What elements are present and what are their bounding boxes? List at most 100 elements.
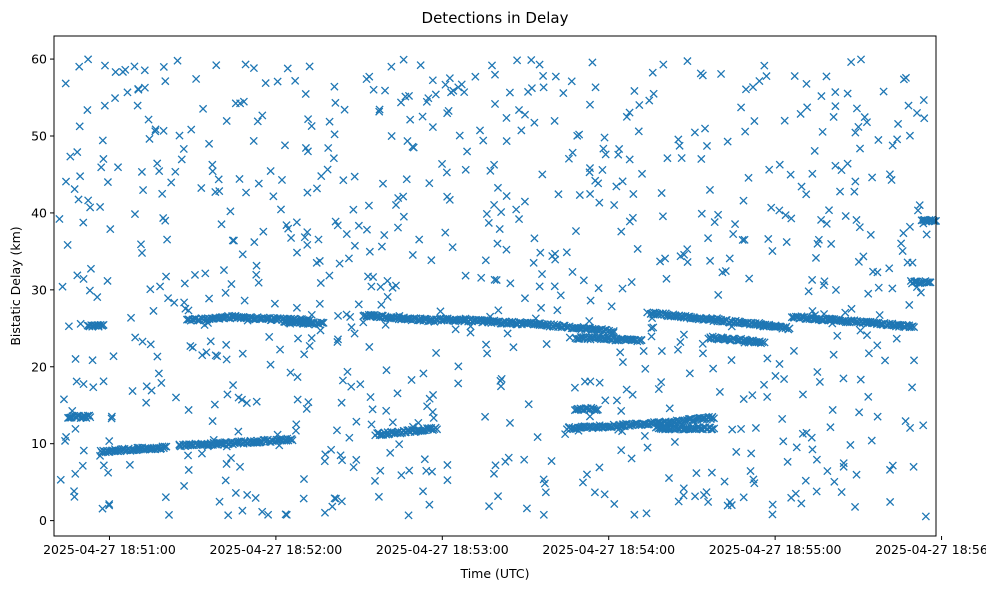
data-point: [610, 499, 619, 509]
data-point: [635, 100, 644, 110]
data-point: [550, 116, 559, 125]
data-point: [633, 244, 642, 253]
data-point: [350, 172, 359, 181]
data-point: [481, 256, 490, 265]
data-point: [782, 237, 791, 247]
data-point: [599, 144, 608, 153]
data-point: [817, 92, 826, 101]
data-point: [130, 62, 139, 71]
data-point: [391, 281, 401, 290]
data-point: [240, 296, 249, 305]
data-point: [751, 423, 760, 433]
data-point: [801, 314, 810, 324]
data-point: [187, 125, 196, 134]
data-point: [614, 150, 623, 159]
data-point: [167, 178, 176, 187]
data-point: [414, 418, 423, 427]
data-point: [144, 115, 153, 124]
data-point: [506, 279, 515, 288]
data-point: [419, 369, 428, 378]
data-point: [228, 236, 237, 245]
data-point: [775, 359, 784, 369]
data-point: [61, 79, 70, 88]
data-point: [180, 481, 189, 491]
data-point: [497, 374, 506, 383]
data-point: [709, 414, 719, 423]
data-point: [170, 298, 179, 307]
data-point: [70, 492, 79, 501]
data-point: [63, 240, 72, 249]
data-point: [698, 349, 708, 358]
data-point: [901, 417, 910, 426]
data-point: [808, 306, 817, 316]
y-tick-label: 50: [31, 129, 47, 144]
data-point: [346, 312, 355, 321]
data-point: [125, 460, 134, 469]
data-point: [489, 469, 499, 478]
data-point: [482, 209, 491, 218]
data-point: [422, 97, 431, 106]
data-point: [730, 220, 740, 229]
data-point: [520, 294, 530, 303]
data-point: [627, 454, 636, 463]
data-point: [737, 103, 746, 112]
data-point: [700, 124, 710, 133]
data-point: [221, 288, 230, 297]
data-point: [823, 466, 832, 476]
data-point: [349, 463, 358, 472]
data-point: [107, 414, 116, 423]
data-point: [593, 405, 602, 414]
data-point: [585, 168, 594, 177]
data-point: [330, 82, 339, 91]
data-point: [860, 113, 869, 122]
data-point: [537, 269, 547, 279]
data-point: [654, 385, 663, 394]
data-point: [763, 354, 772, 363]
x-tick-label: 2025-04-27 18:54:00: [542, 542, 675, 557]
data-point: [787, 214, 796, 223]
data-point: [864, 289, 873, 298]
data-point: [380, 86, 390, 95]
data-point: [739, 493, 748, 502]
data-point: [616, 348, 625, 357]
data-point: [580, 377, 590, 386]
data-point: [145, 134, 154, 143]
data-point: [641, 420, 651, 429]
data-point: [627, 278, 636, 287]
data-point: [454, 379, 463, 388]
data-point: [238, 349, 247, 358]
data-point: [151, 125, 160, 134]
data-point: [369, 85, 378, 94]
data-point: [177, 155, 186, 164]
data-point: [904, 101, 913, 110]
data-point: [818, 127, 827, 136]
data-point: [493, 239, 502, 248]
data-point: [481, 412, 490, 421]
data-point: [540, 479, 549, 488]
data-point: [674, 497, 683, 506]
data-point: [833, 331, 842, 340]
data-point: [428, 123, 437, 132]
data-point: [477, 273, 486, 282]
data-point: [105, 437, 114, 446]
data-point: [513, 56, 522, 65]
data-point: [387, 131, 396, 141]
data-point: [822, 72, 831, 81]
data-point: [236, 99, 245, 108]
data-point: [642, 509, 651, 518]
data-point: [706, 256, 715, 265]
data-point: [827, 239, 836, 248]
data-point: [564, 154, 573, 163]
data-point: [749, 475, 758, 484]
data-point: [808, 445, 817, 454]
x-tick-label: 2025-04-27 18:56:00: [875, 542, 986, 557]
data-point: [105, 501, 114, 510]
data-point: [601, 150, 610, 159]
data-point: [622, 112, 631, 121]
data-point: [211, 187, 220, 197]
data-point: [367, 420, 376, 429]
data-point: [767, 203, 776, 212]
data-point: [490, 99, 500, 109]
data-point: [99, 377, 108, 386]
data-point: [591, 83, 600, 92]
